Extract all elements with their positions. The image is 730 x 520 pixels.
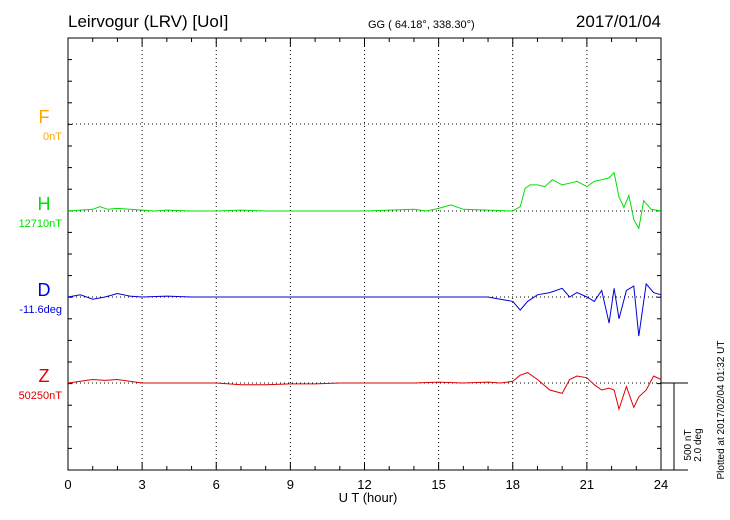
scale-deg-label: 2.0 deg (693, 428, 704, 461)
x-tick-label: 24 (654, 477, 668, 492)
x-tick-label: 3 (139, 477, 146, 492)
channel-letter-f: F (39, 107, 50, 127)
channel-labels: F 0nT H 12710nT D -11.6deg Z 50250nT (19, 107, 63, 402)
channel-baseline-h: 12710nT (19, 218, 63, 230)
channel-baseline-z: 50250nT (19, 390, 63, 402)
series-lines (67, 171, 662, 411)
x-tick-label: 9 (287, 477, 294, 492)
series-line-h (67, 171, 662, 230)
channel-letter-h: H (38, 194, 51, 214)
x-axis-ticks: 0 3 6 9 12 15 18 21 24 (64, 37, 668, 492)
x-tick-label: 6 (213, 477, 220, 492)
series-line-d (67, 282, 662, 337)
channel-letter-z: Z (39, 366, 50, 386)
channel-baseline-f: 0nT (43, 131, 62, 143)
plotted-at-note: Plotted at 2017/02/04 01:32 UT (716, 341, 727, 480)
scale-bar: 500 nT 2.0 deg (661, 382, 704, 471)
scale-nt-label: 500 nT (683, 429, 694, 460)
x-tick-label: 0 (64, 477, 71, 492)
x-tick-label: 21 (580, 477, 594, 492)
x-tick-label: 15 (431, 477, 445, 492)
x-tick-label: 12 (357, 477, 371, 492)
x-tick-label: 18 (506, 477, 520, 492)
channel-letter-d: D (38, 280, 51, 300)
station-title: Leirvogur (LRV) [UoI] (68, 12, 228, 31)
channel-baseline-d: -11.6deg (19, 304, 62, 316)
series-line-z (67, 372, 662, 411)
grid-lines (68, 38, 661, 470)
plot-date: 2017/01/04 (576, 12, 661, 31)
geographic-coordinates: GG ( 64.18°, 338.30°) (368, 19, 475, 31)
x-axis-label: U T (hour) (339, 490, 398, 505)
